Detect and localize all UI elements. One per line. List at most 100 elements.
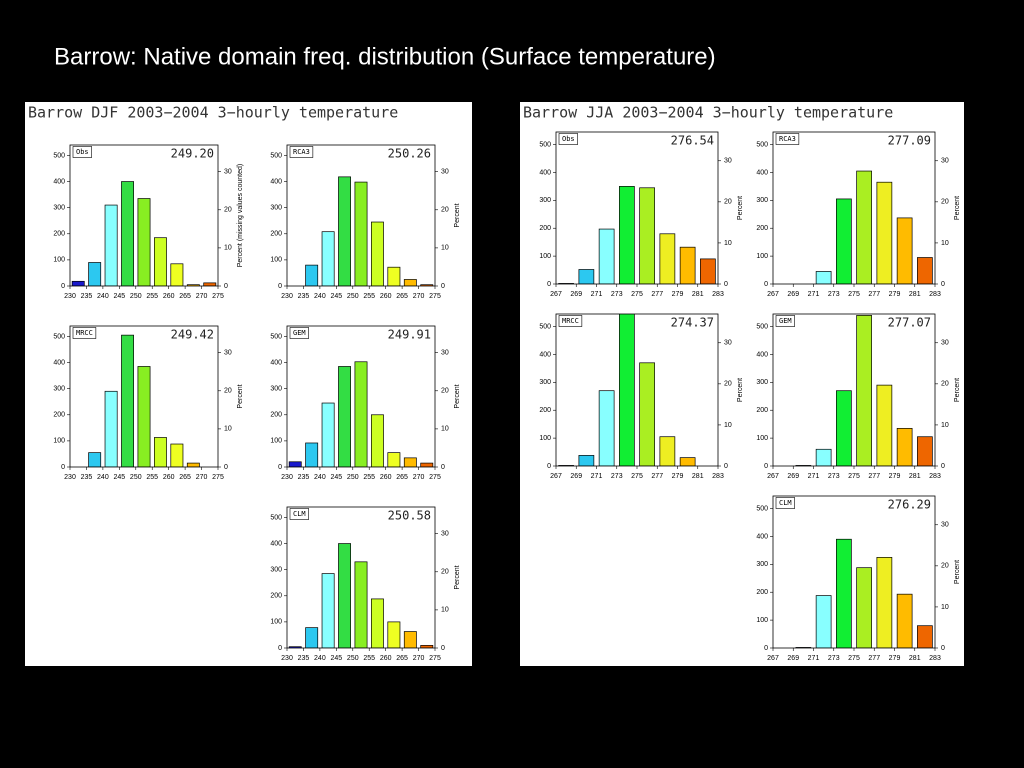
y-tick-label: 200: [270, 412, 282, 419]
y-tick-label: 200: [53, 412, 65, 419]
x-tick-label: 279: [889, 473, 901, 480]
bar: [619, 186, 635, 284]
model-label-box: [289, 508, 309, 520]
mean-annotation: 276.54: [671, 134, 714, 148]
x-tick-label: 245: [113, 474, 125, 481]
bar: [598, 228, 615, 284]
y2-tick-label: 30: [224, 169, 232, 176]
y-tick-label: 100: [756, 253, 768, 260]
bar: [836, 198, 852, 284]
x-tick-label: 277: [868, 473, 880, 480]
y2-axis-label: Percent (missing values counted): [237, 164, 244, 268]
y2-axis-label: Percent: [954, 196, 961, 220]
x-tick-label: 245: [330, 474, 342, 481]
y2-tick-label: 0: [724, 281, 728, 288]
x-tick-label: 230: [281, 474, 293, 481]
x-tick-label: 275: [429, 474, 441, 481]
y2-tick-label: 10: [224, 426, 232, 433]
x-tick-label: 255: [363, 474, 375, 481]
y2-tick-label: 0: [941, 645, 945, 652]
mean-annotation: 277.07: [888, 316, 931, 330]
x-tick-label: 277: [651, 291, 663, 298]
bar: [354, 561, 368, 648]
y-tick-label: 500: [756, 141, 768, 148]
bar: [137, 198, 151, 286]
bar: [679, 246, 696, 284]
y-tick-label: 100: [756, 435, 768, 442]
x-tick-label: 275: [848, 473, 860, 480]
y2-axis-label: Percent: [737, 378, 744, 402]
y-tick-label: 200: [270, 593, 282, 600]
plot-area: [815, 170, 933, 284]
y-tick-label: 100: [539, 435, 551, 442]
y-tick-label: 500: [53, 333, 65, 340]
y-tick-label: 100: [539, 253, 551, 260]
y-tick-label: 300: [539, 197, 551, 204]
x-tick-label: 267: [550, 291, 562, 298]
y2-axis-label: Percent: [954, 560, 961, 584]
bar: [321, 402, 335, 467]
x-tick-label: 240: [97, 474, 109, 481]
y2-tick-label: 0: [724, 463, 728, 470]
y-tick-label: 500: [539, 323, 551, 330]
y-tick-label: 300: [270, 567, 282, 574]
y-tick-label: 400: [53, 359, 65, 366]
y2-tick-label: 20: [224, 388, 232, 395]
plot-area: [71, 181, 217, 286]
x-tick-label: 275: [429, 655, 441, 662]
y-tick-label: 0: [278, 464, 282, 471]
y-tick-label: 100: [756, 617, 768, 624]
bar: [387, 452, 401, 467]
y-tick-label: 300: [53, 205, 65, 212]
plot-frame: [69, 144, 219, 287]
mean-annotation: 250.58: [388, 509, 431, 523]
bar: [917, 625, 933, 648]
bar: [305, 264, 319, 286]
plot-area: [88, 334, 200, 467]
bar: [403, 457, 417, 467]
x-tick-label: 240: [314, 655, 326, 662]
y-tick-label: 100: [270, 257, 282, 264]
y-tick-label: 0: [547, 463, 551, 470]
model-label-box: [558, 315, 583, 327]
x-tick-label: 275: [848, 291, 860, 298]
plot-frame: [286, 506, 436, 649]
y-tick-label: 400: [756, 351, 768, 358]
bar: [338, 543, 351, 648]
bar: [170, 443, 184, 467]
y-tick-label: 500: [270, 514, 282, 521]
y-tick-label: 200: [53, 231, 65, 238]
y-tick-label: 400: [756, 533, 768, 540]
y-tick-label: 300: [53, 386, 65, 393]
y-tick-label: 400: [539, 351, 551, 358]
plot-area: [558, 186, 716, 284]
bar: [815, 595, 832, 648]
x-tick-label: 270: [413, 474, 425, 481]
plot-frame: [286, 325, 436, 468]
y-tick-label: 300: [270, 386, 282, 393]
y2-axis-label: Percent: [454, 565, 461, 589]
x-tick-label: 240: [314, 474, 326, 481]
y2-tick-label: 30: [441, 350, 449, 357]
y-tick-label: 200: [539, 225, 551, 232]
x-tick-label: 269: [570, 291, 582, 298]
x-tick-label: 277: [651, 473, 663, 480]
x-tick-label: 245: [330, 293, 342, 300]
x-tick-label: 273: [611, 291, 623, 298]
x-tick-label: 271: [808, 291, 820, 298]
x-tick-label: 235: [298, 655, 310, 662]
y-tick-label: 100: [270, 438, 282, 445]
x-tick-label: 240: [97, 293, 109, 300]
x-tick-label: 230: [64, 474, 76, 481]
x-tick-label: 277: [868, 655, 880, 662]
bar: [104, 390, 118, 467]
x-tick-label: 269: [787, 655, 799, 662]
bar: [371, 221, 384, 286]
x-tick-label: 275: [848, 655, 860, 662]
x-tick-label: 269: [570, 473, 582, 480]
y-tick-label: 300: [539, 379, 551, 386]
x-tick-label: 230: [64, 293, 76, 300]
x-tick-label: 277: [868, 291, 880, 298]
y-tick-label: 0: [764, 463, 768, 470]
x-tick-label: 265: [396, 655, 408, 662]
